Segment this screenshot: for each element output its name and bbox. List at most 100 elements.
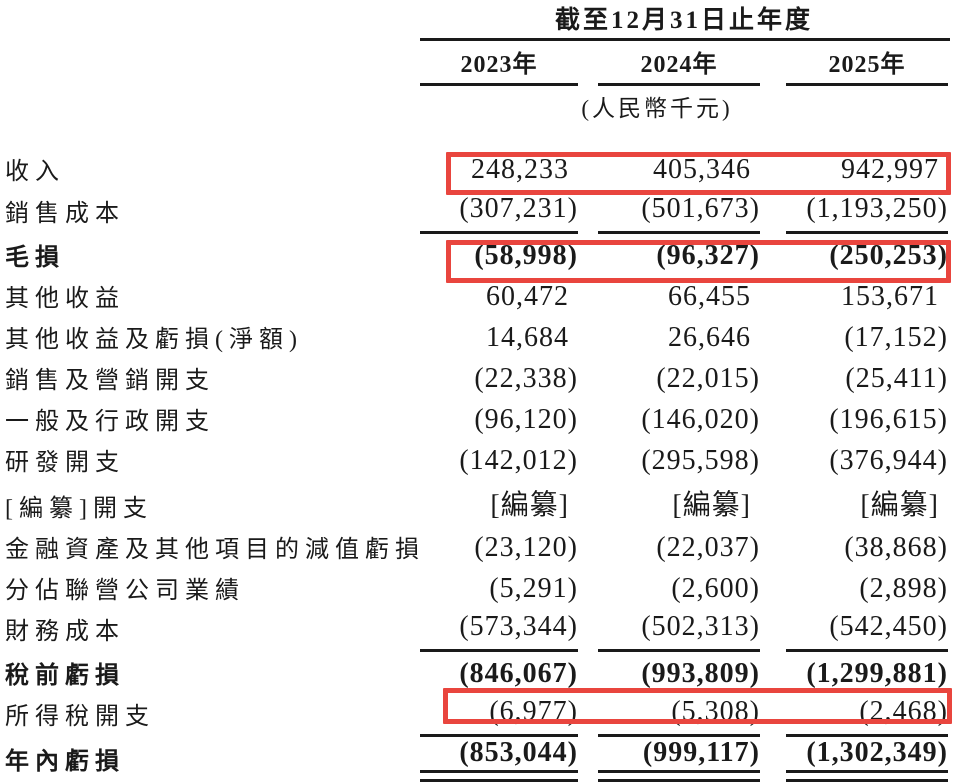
column-gap: [760, 737, 786, 782]
row-label: 稅前虧損: [5, 663, 125, 689]
column-gap: [760, 529, 786, 570]
column-gap: [760, 360, 786, 401]
value-cell-2023: (573,344): [420, 611, 578, 652]
value-cell-2023: 60,472: [486, 281, 569, 312]
value-cell-2025: (1,193,250): [786, 192, 948, 234]
value-cell-2024: (501,673): [598, 192, 760, 234]
table-row: 研發開支 (142,012) (295,598) (376,944): [5, 442, 948, 483]
value-cell-2023: (853,044): [420, 737, 578, 782]
column-gap: [578, 611, 598, 652]
value-cell-2025: (38,868): [844, 532, 948, 563]
value-cell-2023: (5,291): [489, 573, 578, 604]
value-cell-2023: (307,231): [420, 192, 578, 234]
value-cell-2025: 153,671: [841, 281, 939, 312]
column-gap: [760, 611, 786, 652]
value-cell-2023: (23,120): [474, 532, 578, 563]
value-cell-2024: 26,646: [668, 322, 751, 353]
table-row: 分佔聯營公司業績 (5,291) (2,600) (2,898): [5, 570, 948, 611]
table-row: 銷售及營銷開支 (22,338) (22,015) (25,411): [5, 360, 948, 401]
column-gap: [578, 570, 598, 611]
table-row: 財務成本 (573,344) (502,313) (542,450): [5, 611, 948, 652]
value-cell-2025: [編纂]: [860, 490, 939, 521]
column-gap: [760, 401, 786, 442]
row-label: 其他收益及虧損(淨額): [5, 327, 303, 353]
row-label: 銷售及營銷開支: [5, 368, 215, 394]
row-label: 年內虧損: [5, 749, 125, 775]
table-row: 其他收益及虧損(淨額) 14,684 26,646 (17,152): [5, 319, 948, 360]
financial-statement-page: 截至12月31日止年度 2023年 2024年 2025年 (人民幣千元) 收入…: [5, 7, 952, 782]
table-row: 收入 248,233 405,346 942,997: [5, 150, 948, 192]
value-cell-2025: (25,411): [845, 363, 948, 394]
column-gap: [760, 442, 786, 483]
value-cell-2025: (17,152): [844, 322, 948, 353]
column-gap: [578, 737, 598, 782]
value-cell-2024: (22,015): [656, 363, 760, 394]
column-gap: [578, 483, 598, 529]
table-row: 銷售成本 (307,231) (501,673) (1,193,250): [5, 192, 948, 234]
column-gap: [578, 442, 598, 483]
column-gap: [760, 278, 786, 319]
highlight-box-gross-loss: [446, 240, 951, 283]
row-label: 研發開支: [5, 450, 125, 476]
column-gap: [578, 529, 598, 570]
row-label: 一般及行政開支: [5, 409, 215, 435]
value-cell-2023: [編纂]: [490, 490, 569, 521]
value-cell-2024: (22,037): [656, 532, 760, 563]
value-cell-2024: (146,020): [641, 404, 760, 435]
column-gap: [578, 192, 598, 234]
table-row: 一般及行政開支 (96,120) (146,020) (196,615): [5, 401, 948, 442]
value-cell-2023: (142,012): [459, 445, 578, 476]
column-gap: [760, 570, 786, 611]
row-label: 銷售成本: [5, 201, 125, 227]
column-header-2023: 2023年: [420, 48, 578, 86]
row-label: 收入: [5, 159, 65, 185]
column-header-2025: 2025年: [786, 48, 948, 86]
value-cell-2024: [編纂]: [672, 490, 751, 521]
table-row: 毛損 (58,998) (96,327) (250,253): [5, 234, 948, 278]
value-cell-2025: (196,615): [829, 404, 948, 435]
column-gap: [760, 483, 786, 529]
column-gap: [578, 360, 598, 401]
period-header: 截至12月31日止年度: [554, 7, 813, 34]
row-label: [編纂]開支: [5, 496, 153, 522]
value-cell-2025: (1,302,349): [786, 737, 948, 782]
value-cell-2023: (22,338): [474, 363, 578, 394]
value-cell-2023: (846,067): [459, 658, 578, 689]
table-row: 稅前虧損 (846,067) (993,809) (1,299,881): [5, 652, 948, 696]
currency-unit-note: (人民幣千元): [581, 96, 733, 121]
row-label: 其他收益: [5, 286, 125, 312]
value-cell-2025: 942,997: [841, 154, 939, 185]
table-row: 年內虧損 (853,044) (999,117) (1,302,349): [5, 737, 948, 782]
table-row: [編纂]開支 [編纂] [編纂] [編纂]: [5, 483, 948, 529]
row-label: 所得稅開支: [5, 704, 155, 730]
highlight-box-loss-for-year: [443, 688, 952, 724]
value-cell-2025: (542,450): [786, 611, 948, 652]
row-label: 財務成本: [5, 619, 125, 645]
value-cell-2025: (376,944): [829, 445, 948, 476]
header-rule: [420, 38, 950, 41]
column-gap: [578, 278, 598, 319]
value-cell-2024: 66,455: [668, 281, 751, 312]
column-header-2024: 2024年: [598, 48, 760, 86]
value-cell-2025: (1,299,881): [806, 658, 948, 689]
table-row: 其他收益 60,472 66,455 153,671: [5, 278, 948, 319]
value-cell-2024: (295,598): [641, 445, 760, 476]
value-cell-2023: (96,120): [474, 404, 578, 435]
value-cell-2024: (96,327): [656, 240, 760, 271]
value-cell-2023: (58,998): [474, 240, 578, 271]
column-gap: [578, 401, 598, 442]
value-cell-2024: (2,600): [671, 573, 760, 604]
value-cell-2024: 405,346: [653, 154, 751, 185]
value-cell-2024: (999,117): [598, 737, 760, 782]
row-label: 金融資產及其他項目的減值虧損: [5, 537, 420, 563]
row-label: 分佔聯營公司業績: [5, 578, 245, 604]
row-label: 毛損: [5, 245, 65, 271]
value-cell-2024: (993,809): [641, 658, 760, 689]
column-gap: [760, 192, 786, 234]
value-cell-2023: 14,684: [486, 322, 569, 353]
highlight-box-revenue: [446, 152, 951, 195]
column-gap: [760, 319, 786, 360]
value-cell-2025: (250,253): [829, 240, 948, 271]
value-cell-2024: (502,313): [598, 611, 760, 652]
value-cell-2025: (2,898): [859, 573, 948, 604]
